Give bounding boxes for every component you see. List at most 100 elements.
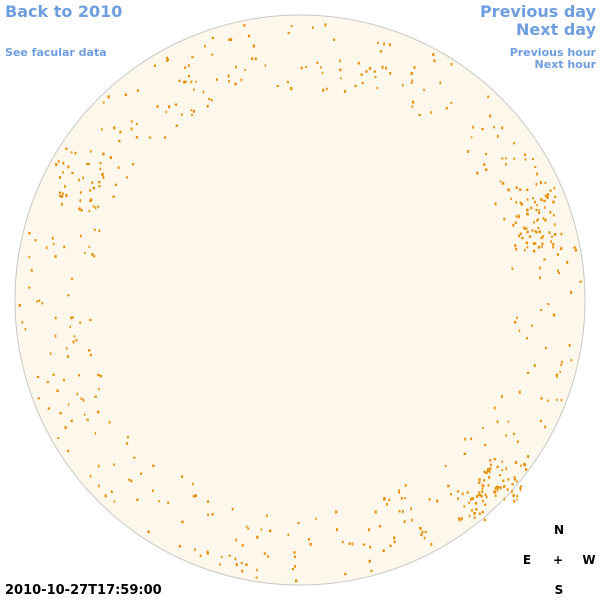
speck [321,71,324,74]
speck [458,519,461,522]
speck [533,364,536,368]
speck [481,490,484,493]
speck [450,101,453,104]
speck [227,74,230,78]
speck [91,252,94,256]
previous-day-link[interactable]: Previous day [480,2,597,21]
speck [477,481,481,484]
facular-link[interactable]: See facular data [5,46,107,59]
speck [62,192,64,195]
speck [178,79,181,83]
speck [542,235,545,238]
speck [379,50,383,53]
speck [463,452,467,456]
compass-east: E [523,553,531,567]
speck [374,76,377,79]
speck [516,498,518,501]
speck [89,150,92,153]
speck [404,484,407,487]
speck [573,246,576,249]
speck [181,520,184,524]
speck [37,397,40,400]
back-link[interactable]: Back to 2010 [5,2,122,21]
speck [483,470,486,474]
speck [511,490,513,493]
speck [49,352,52,355]
previous-hour-link[interactable]: Previous hour [510,46,597,59]
speck [393,540,396,544]
speck [88,245,90,248]
speck [75,339,78,342]
speck [127,436,129,439]
speck [79,321,82,324]
speck [73,335,76,338]
speck [210,98,213,102]
speck [468,501,471,504]
speck [256,535,259,539]
speck [80,397,83,401]
speck [245,525,248,528]
speck [148,136,152,139]
speck [515,186,518,190]
facular-specks [18,23,582,583]
speck [501,181,505,185]
speck [219,563,222,566]
speck [513,476,516,479]
speck [494,202,497,206]
speck [234,557,237,561]
speck [514,320,517,324]
speck [519,188,522,191]
speck [531,324,534,327]
speck [506,488,509,491]
speck [478,478,481,481]
speck [512,223,515,227]
speck [556,269,559,272]
speck [126,442,129,445]
speck [501,469,504,472]
speck [502,479,505,482]
speck [536,219,538,222]
speck [570,291,573,294]
speck [254,57,257,61]
speck [483,163,486,166]
speck [541,242,544,245]
speck [489,470,491,474]
speck [513,157,516,160]
speck [493,406,496,410]
speck [473,516,476,519]
speck [64,184,66,188]
speck [340,77,342,80]
speck [519,486,522,490]
next-hour-link[interactable]: Next hour [535,58,597,71]
speck [535,208,538,212]
speck [98,185,101,188]
speck [430,542,433,546]
speck [538,211,541,215]
speck [206,552,210,555]
speck [519,488,522,492]
speck [166,56,169,60]
speck [552,246,554,249]
speck [518,234,521,238]
speck [428,498,431,501]
speck [424,530,427,533]
speck [489,467,492,470]
speck [56,389,59,393]
speck [534,200,536,204]
speck [113,500,116,503]
speck [245,563,248,566]
speck [436,499,439,503]
speck [547,195,549,199]
speck [291,568,295,571]
speck [482,499,484,503]
speck [470,497,472,501]
compass-west: W [582,553,595,567]
speck [410,72,413,75]
speck [383,497,386,500]
speck [544,181,547,184]
speck [41,302,44,305]
speck [264,64,267,67]
next-day-link[interactable]: Next day [516,20,597,39]
speck [554,195,557,198]
speck [552,243,555,246]
